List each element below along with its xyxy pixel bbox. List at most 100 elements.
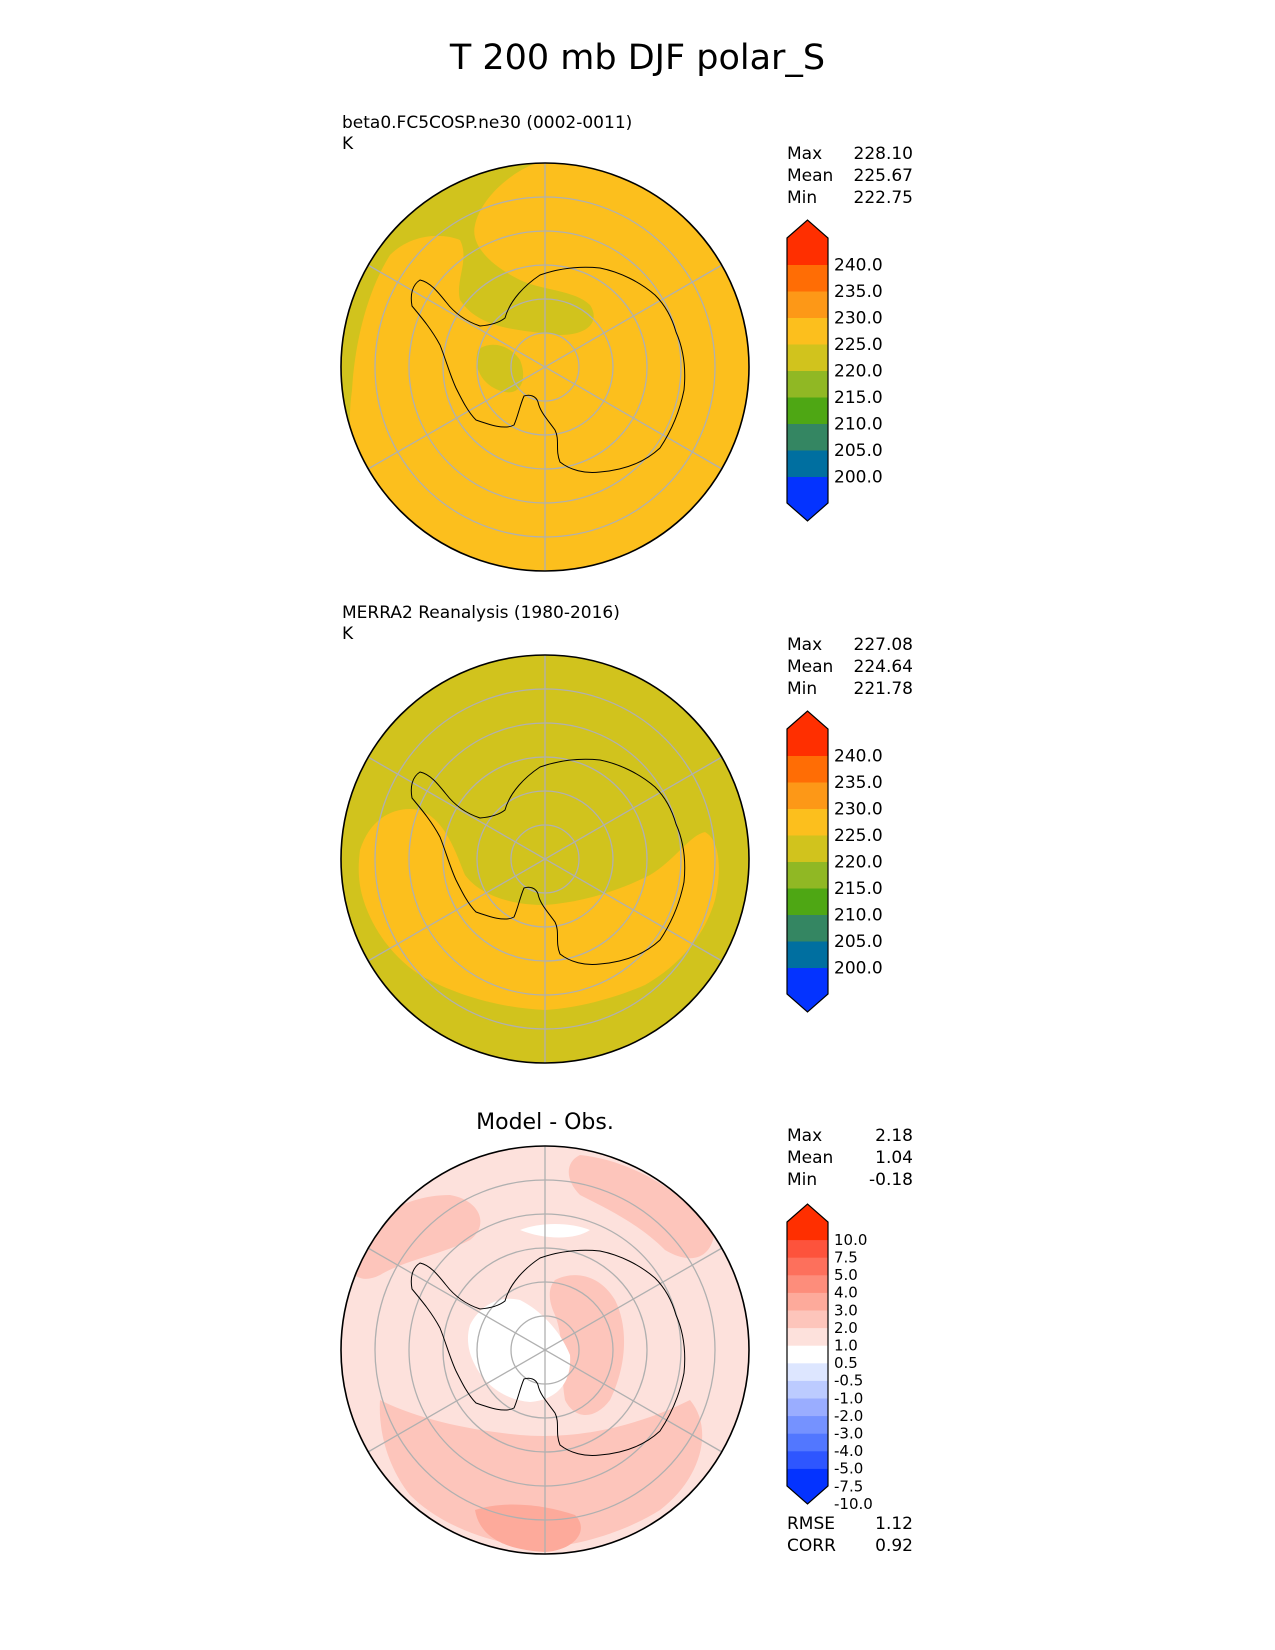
stat-value: 227.08: [853, 635, 913, 655]
colorbar-swatch: [787, 1257, 828, 1276]
stat-value: 224.64: [853, 657, 913, 677]
map-diff: [340, 1145, 750, 1555]
stat-label: Min: [787, 679, 818, 699]
stat-value: 225.67: [853, 166, 913, 186]
colorbar-swatch: [787, 967, 828, 995]
colorbar-swatch: [787, 1450, 828, 1469]
field-positive-band: [379, 1400, 703, 1548]
map-border: [340, 654, 750, 1064]
stat-label: Max: [787, 635, 823, 655]
colorbar-tick-label: -1.0: [834, 1389, 863, 1407]
map-grid: [367, 655, 723, 1063]
coastline-antarctica: [410, 758, 686, 965]
stat-value: 2.18: [875, 1126, 913, 1146]
colorbar-swatch: [787, 782, 828, 809]
colorbar-swatch: [787, 1327, 828, 1346]
colorbar-swatch: [787, 1310, 828, 1329]
stat-value: -0.18: [869, 1170, 913, 1190]
colorbar-tick-label: 205.0: [834, 441, 883, 461]
colorbar-swatch: [787, 1292, 828, 1311]
colorbar-tick-label: 5.0: [834, 1266, 858, 1284]
colorbar-extend-low: [787, 1486, 828, 1504]
colorbar-tick-label: 215.0: [834, 388, 883, 408]
colorbar-swatch: [787, 238, 828, 265]
map-obs: [340, 654, 750, 1064]
panel-obs-subtitle-line1: MERRA2 Reanalysis (1980-2016): [342, 603, 620, 623]
colorbar-tick-label: 240.0: [834, 255, 883, 275]
colorbar-obs: 240.0 235.0 230.0 225.0 220.0 215.0 210.0 205.0…: [786, 710, 883, 1013]
stat-value: 1.12: [875, 1514, 913, 1534]
colorbar-swatch: [787, 317, 828, 345]
colorbar-swatch: [787, 423, 828, 451]
colorbar-tick-label: 210.0: [834, 905, 883, 925]
coastline-antarctica: [410, 1249, 686, 1456]
colorbar-swatch: [787, 1433, 828, 1452]
colorbar-swatch: [787, 1398, 828, 1417]
colorbar-extend-high: [787, 1204, 828, 1222]
stat-label: Max: [787, 1126, 823, 1146]
colorbar-tick-label: -0.5: [834, 1372, 863, 1390]
colorbar-tick-label: 3.0: [834, 1301, 858, 1319]
colorbar-tick-label: 230.0: [834, 799, 883, 819]
colorbar-extend-high: [787, 711, 828, 729]
colorbar-swatch: [787, 1362, 828, 1381]
map-border: [340, 1145, 750, 1555]
colorbar-tick-label: 200.0: [834, 467, 883, 487]
colorbar-outline: [786, 1203, 829, 1505]
colorbar-tick-label: 240.0: [834, 746, 883, 766]
colorbar-tick-label: 7.5: [834, 1248, 858, 1266]
stat-label: Mean: [787, 1148, 834, 1168]
panel-model-subtitle: beta0.FC5COSP.ne30 (0002-0011) K: [342, 113, 632, 155]
stat-label: Mean: [787, 166, 834, 186]
stat-value: 222.75: [853, 188, 913, 208]
colorbar-extend-high: [787, 220, 828, 238]
map-model: [340, 162, 750, 572]
colorbar-swatch: [787, 370, 828, 398]
stat-value: 0.92: [875, 1536, 913, 1556]
stat-label: Min: [787, 1170, 818, 1190]
colorbar-tick-label: 235.0: [834, 773, 883, 793]
panel-model-stats: Max 228.10 Mean 225.67 Min 222.75: [787, 143, 913, 209]
colorbar-swatch: [787, 1239, 828, 1258]
colorbar-tick-label: 215.0: [834, 879, 883, 899]
colorbar-swatch: [787, 729, 828, 756]
colorbar-swatch: [787, 861, 828, 889]
colorbar-tick-label: 205.0: [834, 932, 883, 952]
stat-label: CORR: [787, 1536, 836, 1556]
colorbar-swatch: [787, 755, 828, 783]
stat-label: Mean: [787, 657, 834, 677]
colorbar-tick-label: -7.5: [834, 1477, 863, 1495]
colorbar-tick-label: 2.0: [834, 1319, 858, 1337]
colorbar-swatch: [787, 888, 828, 915]
colorbar-swatch: [787, 1380, 828, 1399]
stat-label: Max: [787, 144, 823, 164]
colorbar-tick-label: 225.0: [834, 335, 883, 355]
colorbar-tick-label: 4.0: [834, 1284, 858, 1302]
colorbar-tick-label: 225.0: [834, 826, 883, 846]
panel-obs-subtitle: MERRA2 Reanalysis (1980-2016) K: [342, 603, 620, 645]
colorbar-tick-label: -4.0: [834, 1442, 863, 1460]
colorbar-outline: [786, 710, 829, 1013]
field-warm-region: [349, 163, 749, 571]
colorbar-tick-label: -2.0: [834, 1407, 863, 1425]
field-positive-band: [568, 1155, 715, 1259]
field-near-zero: [520, 1224, 590, 1238]
colorbar-swatch: [787, 1274, 828, 1293]
field-positive-band: [549, 1275, 625, 1415]
colorbar-tick-label: -3.0: [834, 1424, 863, 1442]
colorbar-swatch: [787, 450, 828, 477]
colorbar-swatch: [787, 264, 828, 292]
stat-label: RMSE: [787, 1514, 836, 1534]
panel-obs-units: K: [342, 624, 354, 644]
colorbar-tick-label: -10.0: [834, 1495, 873, 1513]
colorbar-swatch: [787, 291, 828, 318]
stat-value: 221.78: [853, 679, 913, 699]
panel-diff-extra-stats: RMSE 1.12 CORR 0.92: [787, 1513, 913, 1557]
colorbar-swatch: [787, 1415, 828, 1434]
colorbar-swatch: [787, 1468, 828, 1487]
colorbar-swatch: [787, 914, 828, 942]
field-warm-region: [358, 808, 719, 1010]
colorbar-swatch: [787, 835, 828, 862]
panel-diff-title: Model - Obs.: [476, 1110, 614, 1135]
